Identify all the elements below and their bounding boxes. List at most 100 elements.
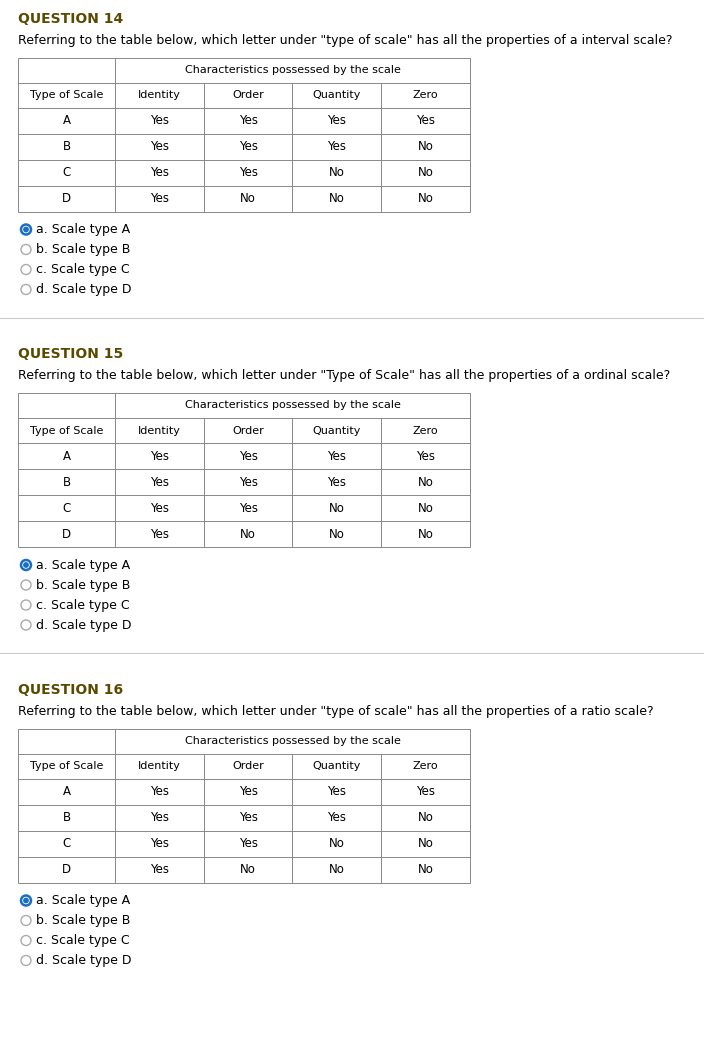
Text: Characteristics possessed by the scale: Characteristics possessed by the scale: [184, 400, 401, 411]
Text: C: C: [63, 166, 70, 179]
Text: Zero: Zero: [413, 426, 439, 435]
Circle shape: [21, 225, 31, 234]
Text: Quantity: Quantity: [313, 90, 361, 100]
Text: d. Scale type D: d. Scale type D: [36, 618, 132, 631]
Bar: [18, 729, 470, 882]
Circle shape: [21, 620, 31, 630]
Text: Order: Order: [232, 426, 264, 435]
Circle shape: [23, 227, 29, 232]
Circle shape: [21, 896, 31, 905]
Text: c. Scale type C: c. Scale type C: [36, 934, 130, 947]
Text: Yes: Yes: [150, 449, 169, 463]
Text: Identity: Identity: [138, 761, 181, 771]
Text: Yes: Yes: [150, 475, 169, 488]
Circle shape: [23, 562, 29, 568]
Text: No: No: [329, 837, 344, 850]
Text: QUESTION 15: QUESTION 15: [18, 347, 123, 361]
Text: B: B: [63, 475, 70, 488]
Text: Identity: Identity: [138, 426, 181, 435]
Bar: [18, 57, 470, 212]
Text: Referring to the table below, which letter under "Type of Scale" has all the pro: Referring to the table below, which lett…: [18, 370, 670, 382]
Text: Yes: Yes: [150, 166, 169, 179]
Text: Yes: Yes: [239, 811, 258, 824]
Text: Quantity: Quantity: [313, 426, 361, 435]
Circle shape: [21, 935, 31, 946]
Text: Yes: Yes: [150, 502, 169, 515]
Text: Yes: Yes: [416, 114, 435, 127]
Text: A: A: [63, 114, 70, 127]
Text: A: A: [63, 785, 70, 798]
Text: No: No: [417, 527, 434, 540]
Text: B: B: [63, 140, 70, 152]
Text: No: No: [329, 527, 344, 540]
Text: Quantity: Quantity: [313, 761, 361, 771]
Circle shape: [21, 285, 31, 294]
Text: Yes: Yes: [150, 837, 169, 850]
Circle shape: [21, 265, 31, 274]
Text: Referring to the table below, which letter under "type of scale" has all the pro: Referring to the table below, which lett…: [18, 705, 653, 718]
Text: Characteristics possessed by the scale: Characteristics possessed by the scale: [184, 65, 401, 75]
Text: b. Scale type B: b. Scale type B: [36, 578, 130, 592]
Text: Yes: Yes: [327, 475, 346, 488]
Text: Yes: Yes: [416, 785, 435, 798]
Text: No: No: [240, 527, 256, 540]
Text: Identity: Identity: [138, 90, 181, 100]
Text: Yes: Yes: [150, 140, 169, 152]
Text: Referring to the table below, which letter under "type of scale" has all the pro: Referring to the table below, which lett…: [18, 34, 672, 47]
Text: a. Scale type A: a. Scale type A: [36, 558, 130, 572]
Text: No: No: [417, 863, 434, 876]
Text: Yes: Yes: [327, 785, 346, 798]
Text: Zero: Zero: [413, 761, 439, 771]
Text: A: A: [63, 449, 70, 463]
Text: Order: Order: [232, 90, 264, 100]
Text: No: No: [240, 863, 256, 876]
Text: No: No: [240, 192, 256, 205]
Text: Yes: Yes: [416, 449, 435, 463]
Text: No: No: [417, 166, 434, 179]
Circle shape: [21, 955, 31, 966]
Text: b. Scale type B: b. Scale type B: [36, 243, 130, 256]
Text: Yes: Yes: [239, 140, 258, 152]
Text: B: B: [63, 811, 70, 824]
Text: No: No: [417, 811, 434, 824]
Text: No: No: [417, 475, 434, 488]
Text: Yes: Yes: [150, 527, 169, 540]
Text: Order: Order: [232, 761, 264, 771]
Text: Yes: Yes: [239, 166, 258, 179]
Text: No: No: [329, 502, 344, 515]
Text: Yes: Yes: [327, 140, 346, 152]
Text: Characteristics possessed by the scale: Characteristics possessed by the scale: [184, 736, 401, 746]
Text: Zero: Zero: [413, 90, 439, 100]
Circle shape: [21, 580, 31, 590]
Text: No: No: [329, 166, 344, 179]
Text: D: D: [62, 192, 71, 205]
Text: d. Scale type D: d. Scale type D: [36, 954, 132, 967]
Text: Type of Scale: Type of Scale: [30, 90, 103, 100]
Text: Yes: Yes: [239, 785, 258, 798]
Text: No: No: [417, 837, 434, 850]
Text: QUESTION 14: QUESTION 14: [18, 12, 123, 26]
Text: Type of Scale: Type of Scale: [30, 761, 103, 771]
Text: a. Scale type A: a. Scale type A: [36, 894, 130, 907]
Text: c. Scale type C: c. Scale type C: [36, 598, 130, 611]
Text: C: C: [63, 502, 70, 515]
Text: Yes: Yes: [327, 811, 346, 824]
Text: QUESTION 16: QUESTION 16: [18, 683, 123, 697]
Text: Yes: Yes: [150, 192, 169, 205]
Text: No: No: [329, 863, 344, 876]
Text: Yes: Yes: [239, 449, 258, 463]
Circle shape: [21, 560, 31, 570]
Text: Yes: Yes: [327, 449, 346, 463]
Text: Yes: Yes: [150, 114, 169, 127]
Circle shape: [21, 600, 31, 610]
Text: No: No: [417, 192, 434, 205]
Text: Type of Scale: Type of Scale: [30, 426, 103, 435]
Text: Yes: Yes: [239, 837, 258, 850]
Bar: [18, 393, 470, 548]
Text: d. Scale type D: d. Scale type D: [36, 283, 132, 297]
Text: D: D: [62, 863, 71, 876]
Text: b. Scale type B: b. Scale type B: [36, 914, 130, 927]
Text: a. Scale type A: a. Scale type A: [36, 223, 130, 236]
Text: c. Scale type C: c. Scale type C: [36, 263, 130, 276]
Text: C: C: [63, 837, 70, 850]
